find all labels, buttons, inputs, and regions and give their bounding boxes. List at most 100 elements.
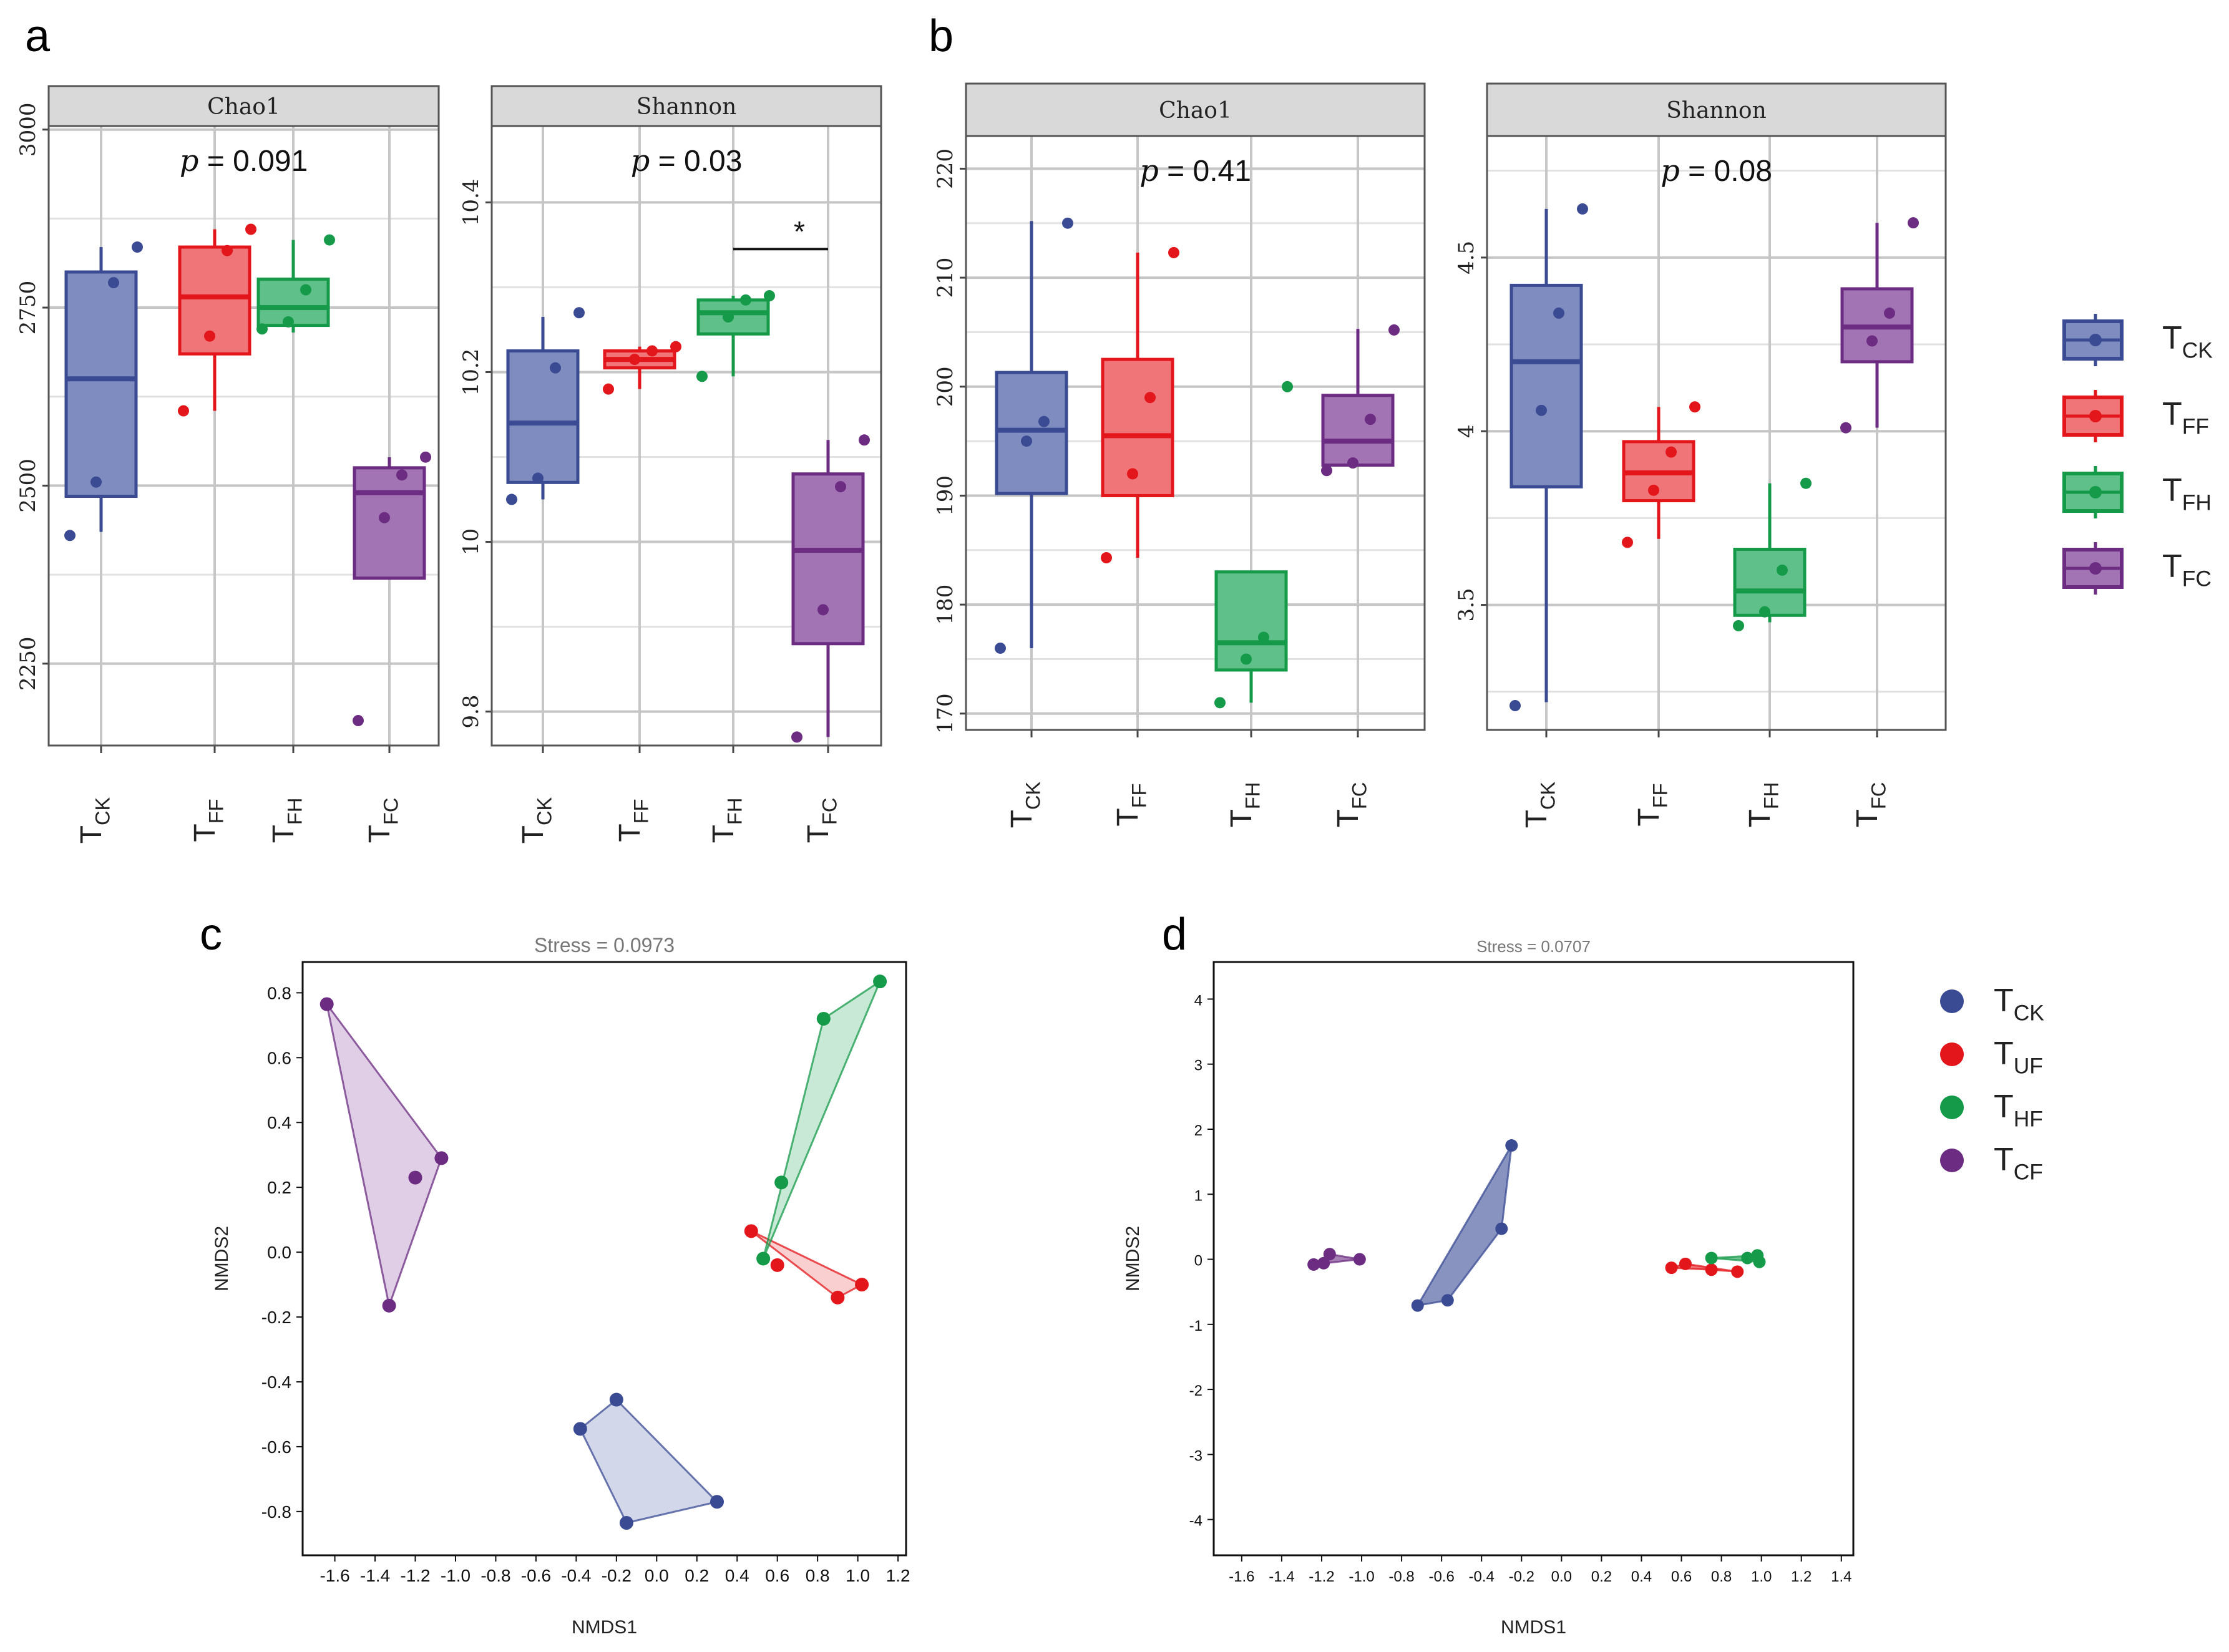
data-point	[1241, 653, 1252, 665]
x-tick-label-main: T	[267, 825, 300, 843]
data-point	[245, 223, 256, 235]
x-tick-label: 0.6	[1671, 1568, 1692, 1585]
sample-point	[1495, 1222, 1508, 1235]
x-tick-label: 0.6	[765, 1566, 789, 1585]
data-point	[90, 476, 102, 488]
legend-dot	[2089, 334, 2102, 346]
data-point	[1388, 324, 1400, 336]
sample-point	[609, 1392, 623, 1407]
stress-label: Stress = 0.0973	[534, 934, 675, 956]
data-point	[603, 383, 614, 395]
x-tick-label-sub: FF	[1127, 783, 1150, 808]
box-iqr	[1321, 394, 1395, 467]
legend-label-sub: CK	[2014, 1001, 2045, 1026]
data-point	[283, 316, 294, 328]
data-point	[1168, 246, 1179, 258]
y-tick-label: 4.5	[1454, 241, 1479, 275]
legend-label: TCK	[2162, 320, 2213, 363]
x-tick-label: TFH	[1225, 782, 1264, 828]
x-tick-label-main: T	[1632, 808, 1666, 826]
x-tick-label: -1.6	[319, 1566, 349, 1585]
sample-point	[831, 1290, 845, 1305]
data-point	[835, 481, 846, 493]
data-point	[1689, 401, 1700, 413]
legend-dot	[1940, 1096, 1964, 1119]
data-point	[1214, 697, 1226, 709]
y-tick-label: 4	[1194, 992, 1202, 1009]
sample-point	[1411, 1299, 1424, 1312]
sample-point	[756, 1251, 771, 1266]
legend-dot	[2089, 410, 2102, 422]
legend-label-main: T	[2162, 548, 2182, 585]
data-point	[817, 604, 829, 616]
group-hull	[326, 1003, 443, 1309]
data-point	[1884, 307, 1895, 319]
data-point	[1666, 446, 1677, 458]
panel-label-b: b	[929, 11, 954, 61]
sample-point	[1705, 1263, 1718, 1276]
p-value-number: = 0.091	[198, 145, 308, 178]
y-tick-label: 0	[1194, 1253, 1202, 1270]
x-tick-label-sub: FC	[379, 798, 402, 825]
legend-label-main: T	[2162, 396, 2182, 432]
sample-point	[1317, 1256, 1330, 1270]
x-tick-label: -0.6	[521, 1566, 551, 1585]
data-point	[1101, 552, 1112, 564]
data-point	[256, 323, 268, 335]
sample-point	[1705, 1251, 1718, 1265]
legend-dot	[2089, 486, 2102, 498]
nmds-d: Stress = 0.0707-1.6 -1.4 -1.2 -1.0 -0.8 -0.6-…	[1123, 937, 1855, 1638]
x-tick-label: -1.6	[1229, 1568, 1254, 1585]
y-tick-label: 3	[1194, 1057, 1202, 1074]
legend-label-main: T	[1994, 1036, 2014, 1072]
x-tick-label: 0.4	[1631, 1568, 1652, 1585]
x-tick-label-sub: FH	[1241, 782, 1264, 810]
data-point	[1365, 414, 1376, 425]
y-tick-label: 9.8	[459, 695, 484, 729]
x-tick-label: -0.2	[1509, 1568, 1534, 1585]
x-tick-label: TFF	[1632, 783, 1671, 826]
x-tick-label-main: T	[1332, 809, 1365, 827]
x-tick-label-sub: FC	[1866, 782, 1890, 810]
x-tick-label-sub: CK	[1536, 781, 1559, 810]
x-tick-label: -1.0	[1349, 1568, 1374, 1585]
legend-label-sub: FH	[2182, 491, 2212, 515]
sample-point	[770, 1258, 784, 1272]
data-point	[506, 493, 517, 505]
facet-title: Shannon	[637, 94, 737, 120]
data-point	[300, 284, 311, 296]
data-point	[1062, 217, 1073, 229]
x-tick-label: TFF	[188, 799, 227, 842]
y-tick-label: 10.4	[459, 179, 484, 226]
box-iqr	[1214, 570, 1288, 672]
legend-dot	[1940, 1149, 1964, 1172]
x-tick-label-main: T	[75, 825, 108, 843]
y-tick-label: 0.4	[267, 1113, 291, 1132]
data-point	[723, 311, 734, 323]
sample-point	[1505, 1139, 1518, 1152]
p-value-symbol: p	[1661, 153, 1680, 188]
x-tick-label: 1.4	[1831, 1568, 1851, 1585]
x-tick-label-main: T	[517, 825, 550, 843]
data-point	[204, 330, 215, 342]
y-tick-label: -1	[1189, 1318, 1202, 1334]
legend-label: TFF	[2162, 396, 2209, 439]
sample-point	[434, 1151, 449, 1165]
sample-point	[816, 1011, 831, 1026]
data-point	[396, 469, 407, 481]
data-point	[1866, 335, 1878, 347]
legend-label: TCK	[1994, 983, 2044, 1026]
panel-label-a: a	[25, 11, 51, 61]
data-point	[64, 530, 76, 542]
legend-label-sub: HF	[2014, 1107, 2043, 1132]
data-point	[1759, 606, 1770, 618]
sample-point	[619, 1516, 633, 1530]
box-iqr	[1733, 548, 1807, 617]
y-tick-label: 170	[933, 693, 958, 734]
x-tick-label-sub: CK	[90, 797, 114, 825]
data-point	[1648, 484, 1659, 496]
x-tick-label: 1.2	[886, 1566, 910, 1585]
data-point	[550, 362, 561, 374]
